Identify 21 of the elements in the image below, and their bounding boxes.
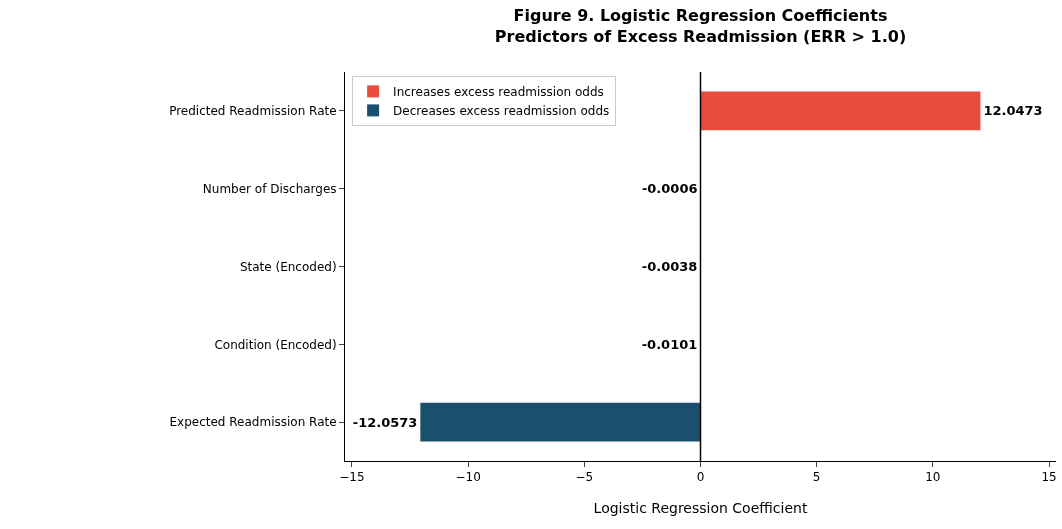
x-tick-label: 0	[696, 470, 705, 485]
x-tick-label: 15	[1041, 470, 1057, 485]
y-tick-label: State (Encoded)	[239, 259, 337, 274]
y-tick-label: Condition (Encoded)	[214, 337, 337, 352]
data-label: -0.0101	[641, 336, 698, 352]
data-label: -12.0573	[352, 414, 418, 430]
x-tick-label: 5	[812, 470, 821, 485]
legend-label: Increases excess readmission odds	[393, 85, 604, 100]
x-tick-label: −10	[455, 470, 481, 485]
chart-title: Figure 9. Logistic Regression Coefficients Predictors of Excess Readmission (ERR > 1.0)	[494, 6, 907, 46]
x-tick-label: −15	[339, 470, 365, 485]
y-tick-label: Number of Discharges	[202, 181, 337, 196]
x-tick-label: −5	[575, 470, 594, 485]
y-tick-label: Predicted Readmission Rate	[169, 104, 337, 119]
y-tick-label: Expected Readmission Rate	[169, 415, 337, 430]
legend-label: Decreases excess readmission odds	[393, 104, 610, 119]
data-label: -0.0006	[641, 181, 698, 197]
data-label: 12.0473	[983, 103, 1043, 119]
data-label: -0.0038	[641, 259, 698, 274]
x-axis-title: Logistic Regression Coefficient	[593, 500, 808, 516]
x-tick-label: 10	[925, 470, 941, 485]
